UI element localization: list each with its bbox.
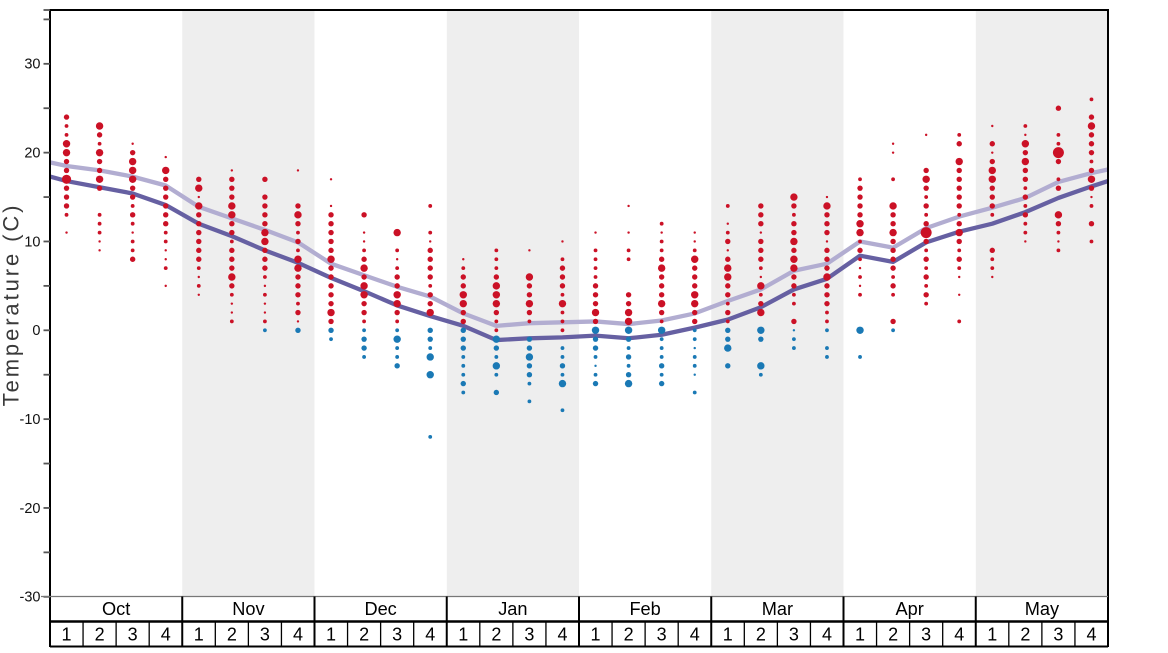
svg-text:3: 3 bbox=[524, 625, 534, 645]
svg-text:1: 1 bbox=[987, 625, 997, 645]
svg-text:Oct: Oct bbox=[102, 599, 130, 619]
svg-text:4: 4 bbox=[690, 625, 700, 645]
svg-text:3: 3 bbox=[260, 625, 270, 645]
svg-text:3: 3 bbox=[392, 625, 402, 645]
svg-text:2: 2 bbox=[359, 625, 369, 645]
svg-text:Dec: Dec bbox=[364, 599, 396, 619]
svg-text:4: 4 bbox=[822, 625, 832, 645]
svg-text:1: 1 bbox=[62, 625, 72, 645]
svg-text:Nov: Nov bbox=[232, 599, 265, 619]
svg-text:Temperature (C): Temperature (C) bbox=[0, 203, 24, 407]
svg-text:10: 10 bbox=[24, 234, 40, 250]
svg-text:4: 4 bbox=[425, 625, 435, 645]
svg-text:May: May bbox=[1025, 599, 1060, 619]
svg-text:3: 3 bbox=[128, 625, 138, 645]
svg-text:4: 4 bbox=[1086, 625, 1096, 645]
svg-text:Feb: Feb bbox=[629, 599, 660, 619]
svg-text:1: 1 bbox=[194, 625, 204, 645]
svg-text:4: 4 bbox=[557, 625, 567, 645]
svg-text:Apr: Apr bbox=[895, 599, 923, 619]
svg-text:3: 3 bbox=[657, 625, 667, 645]
svg-text:1: 1 bbox=[591, 625, 601, 645]
svg-text:3: 3 bbox=[1053, 625, 1063, 645]
svg-text:1: 1 bbox=[723, 625, 733, 645]
svg-text:1: 1 bbox=[855, 625, 865, 645]
svg-text:2: 2 bbox=[888, 625, 898, 645]
svg-text:1: 1 bbox=[326, 625, 336, 645]
svg-text:Jan: Jan bbox=[498, 599, 527, 619]
svg-text:2: 2 bbox=[95, 625, 105, 645]
svg-text:4: 4 bbox=[954, 625, 964, 645]
svg-text:2: 2 bbox=[624, 625, 634, 645]
svg-text:3: 3 bbox=[789, 625, 799, 645]
svg-text:3: 3 bbox=[921, 625, 931, 645]
svg-text:-30: -30 bbox=[20, 590, 41, 606]
svg-text:30: 30 bbox=[24, 57, 40, 73]
svg-text:1: 1 bbox=[458, 625, 468, 645]
svg-text:2: 2 bbox=[756, 625, 766, 645]
svg-text:4: 4 bbox=[161, 625, 171, 645]
svg-text:2: 2 bbox=[1020, 625, 1030, 645]
svg-text:4: 4 bbox=[293, 625, 303, 645]
svg-text:-20: -20 bbox=[20, 501, 41, 517]
svg-text:2: 2 bbox=[491, 625, 501, 645]
svg-text:0: 0 bbox=[32, 323, 40, 339]
svg-text:2: 2 bbox=[227, 625, 237, 645]
svg-text:20: 20 bbox=[24, 145, 40, 161]
svg-text:-10: -10 bbox=[20, 412, 41, 428]
svg-text:Mar: Mar bbox=[762, 599, 793, 619]
